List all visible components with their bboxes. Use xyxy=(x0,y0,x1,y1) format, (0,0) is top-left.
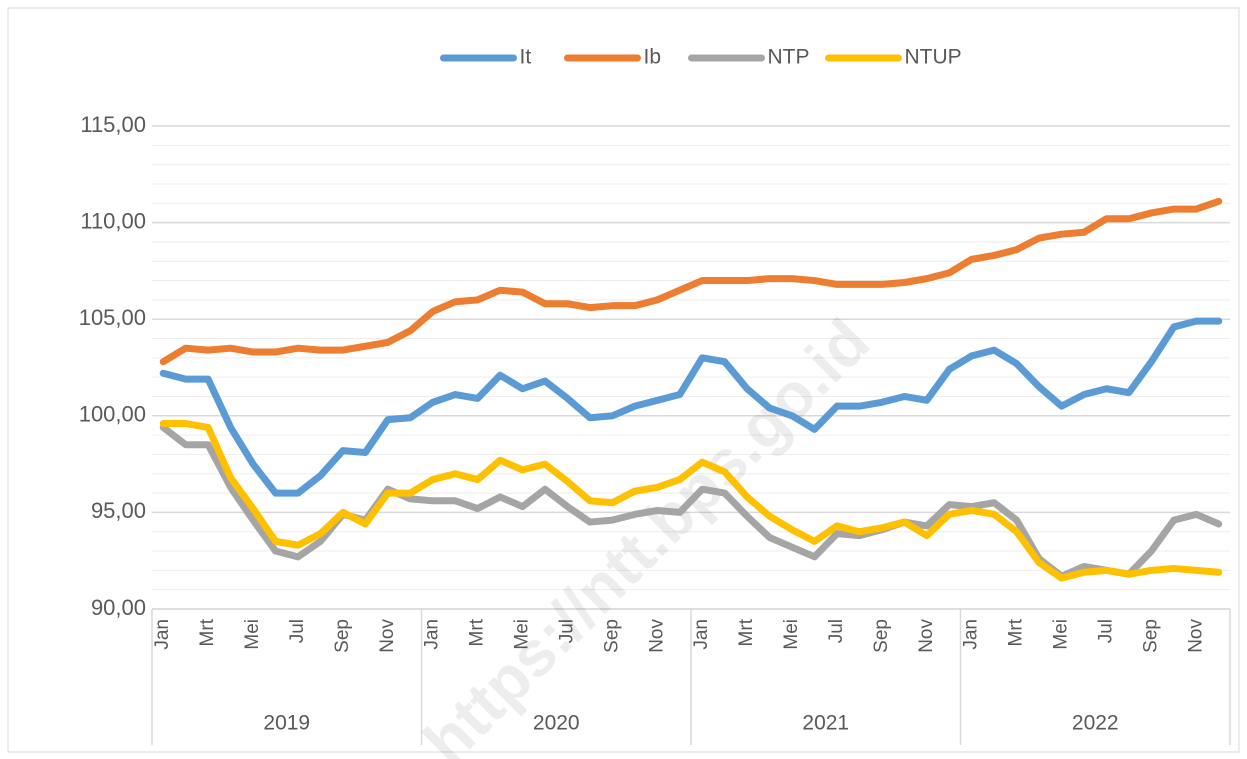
x-tick-label: Jan xyxy=(691,619,712,650)
x-tick-label: Jan xyxy=(961,619,982,650)
x-tick-label: Mei xyxy=(242,619,263,650)
x-tick-label: Sep xyxy=(1140,619,1161,653)
x-tick-label: Mrt xyxy=(736,618,757,646)
x-tick-label: Nov xyxy=(377,619,398,653)
x-tick-label: Mei xyxy=(512,619,533,650)
y-tick-label: 110,00 xyxy=(80,208,146,233)
legend-label: It xyxy=(520,46,532,69)
series-line xyxy=(159,420,1223,582)
group-label: 2021 xyxy=(802,712,849,735)
x-tick-label: Mrt xyxy=(1006,618,1027,646)
y-tick-label: 105,00 xyxy=(79,305,146,330)
y-tick-label: 95,00 xyxy=(91,498,146,523)
y-tick-label: 115,00 xyxy=(80,112,146,137)
legend-label: Ib xyxy=(644,46,662,69)
x-tick-label: Mei xyxy=(1051,619,1072,650)
x-tick-label: Jan xyxy=(152,619,173,650)
x-tick-label: Jul xyxy=(287,619,308,643)
x-tick-label: Jul xyxy=(1095,619,1116,643)
x-tick-label: Jan xyxy=(422,619,443,650)
x-tick-label: Mrt xyxy=(467,618,488,646)
x-tick-label: Nov xyxy=(916,619,937,653)
series-line xyxy=(159,197,1223,366)
x-tick-label: Mrt xyxy=(197,618,218,646)
group-label: 2019 xyxy=(263,712,310,735)
y-tick-label: 90,00 xyxy=(91,595,146,620)
x-tick-label: Jul xyxy=(826,619,847,643)
group-label: 2022 xyxy=(1072,712,1119,735)
series-line xyxy=(159,317,1223,497)
x-tick-label: Jul xyxy=(556,619,577,643)
legend-label: NTP xyxy=(768,46,810,69)
x-tick-label: Nov xyxy=(646,619,667,653)
legend-label: NTUP xyxy=(905,46,962,69)
x-tick-label: Mei xyxy=(781,619,802,650)
x-tick-label: Nov xyxy=(1185,619,1206,653)
group-label: 2020 xyxy=(533,712,580,735)
x-tick-label: Sep xyxy=(601,619,622,653)
x-tick-label: Sep xyxy=(871,619,892,653)
y-tick-label: 100,00 xyxy=(79,402,146,427)
x-tick-label: Sep xyxy=(332,619,353,653)
